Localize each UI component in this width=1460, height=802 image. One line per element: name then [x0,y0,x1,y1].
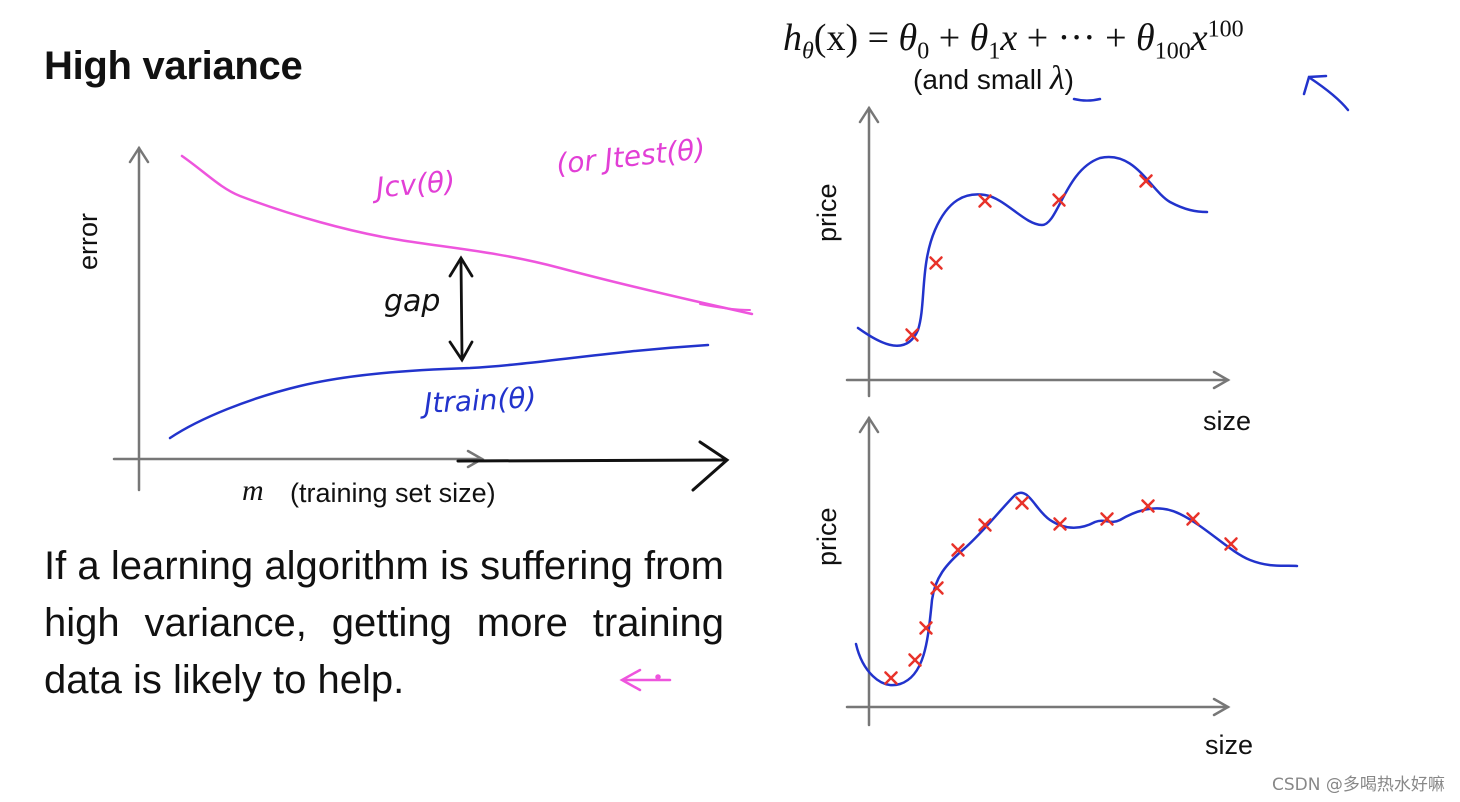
gap-label: gap [384,284,441,319]
formula-x1: x [1000,17,1018,59]
marker-stroke [919,621,933,635]
learning-curve-axes [112,145,485,492]
m-axis-caption: (training set size) [290,478,496,508]
data-point-marker [1100,512,1114,526]
fit-plot-2-axes [845,415,1231,727]
data-point-marker [1053,517,1067,531]
cv-error-curve-tail [699,303,751,311]
formula-theta0: θ [898,17,918,59]
m-axis-extension-line [456,458,728,463]
formula-arg: (x) [813,17,859,59]
watermark: CSDN @多喝热水好嘛 [1272,775,1445,795]
gap-arrow-top-head [448,255,474,278]
statement-pointer-arrow-head [619,668,642,692]
slide-title: High variance [44,44,303,88]
marker-stroke [978,194,992,208]
marker-stroke [908,653,922,667]
data-point-marker [884,671,898,685]
data-point-marker [1141,499,1155,513]
data-point-marker [951,543,965,557]
marker-stroke [905,328,919,342]
marker-stroke [1053,517,1067,531]
gap-arrow-bottom-head [448,340,474,363]
marker-stroke [1224,537,1238,551]
lambda-note-prefix: (and small [913,64,1050,95]
formula-x100: x [1190,17,1208,59]
data-point-marker [978,194,992,208]
fit-plot-1-x-arrowhead [1212,370,1231,390]
marker-stroke [1141,499,1155,513]
formula-h: h [783,17,802,59]
formula-pointer-arrow-shaft [1308,76,1350,112]
formula-pointer-arrow-head [1302,74,1328,96]
formula-plus1: + [929,17,970,59]
formula-eq: = [858,17,899,59]
formula-theta1-sub: 1 [988,38,1001,65]
formula-theta1: θ [969,17,989,59]
formula-h-sub: θ [802,38,814,65]
marker-stroke [978,518,992,532]
fit-plot-2-x-arrowhead [1212,697,1231,717]
train-error-label: Jtrain(θ) [423,381,538,420]
fit-plot-2-markers [884,496,1238,685]
fit-plot-1-axes [845,105,1231,398]
marker-stroke [1052,193,1066,207]
data-point-marker [1224,537,1238,551]
cv-error-curve [180,154,754,316]
m-axis-extension [456,440,730,492]
marker-stroke [929,256,943,270]
statement-pointer-arrow [619,668,672,692]
gap-arrow [448,255,474,363]
formula-theta0-sub: 0 [917,38,930,65]
marker-stroke [951,543,965,557]
lambda-underline [1072,97,1102,102]
data-point-marker [1015,496,1029,510]
m-axis-arrowhead [466,449,485,469]
data-point-marker [929,256,943,270]
fit-plot-2-x-label: size [1205,730,1254,760]
train-error-curve [168,343,710,440]
hypothesis-formula: hθ(x) = θ0 + θ1x + ··· + θ100x100 [783,16,1244,66]
m-axis-extension-arrowhead [691,440,730,492]
formula-theta100-sub: 100 [1154,38,1191,65]
fit-plot-2-curve [854,491,1299,687]
variance-statement: If a learning algorithm is suffering fro… [44,544,724,702]
error-axis-label: error [73,212,103,270]
fit-plot-1-curve [856,155,1209,347]
formula-plus2: + ··· + [1017,17,1137,59]
statement-pointer-arrow-dot [655,674,661,680]
data-point-marker [905,328,919,342]
marker-stroke [1015,496,1029,510]
fit-plot-1-y-label: price [812,183,842,242]
fit-plot-2-y-label: price [812,507,842,566]
formula-x100-sup: 100 [1207,16,1244,43]
data-point-marker [930,581,944,595]
formula-pointer-arrow [1302,74,1350,112]
m-axis-variable: m [242,474,264,507]
data-point-marker [1052,193,1066,207]
data-point-marker [919,621,933,635]
lambda-note: (and small λ) [913,60,1074,98]
error-axis-arrowhead [128,145,150,164]
fit-plot-1-y-arrowhead [858,105,880,124]
cv-error-label: Jcv(θ) [374,164,457,205]
fit-plot-2-y-arrowhead [858,415,880,434]
gap-arrow-shaft [459,260,464,358]
lambda-symbol: λ [1049,60,1065,97]
lambda-note-suffix: ) [1064,64,1074,95]
marker-stroke [884,671,898,685]
marker-stroke [930,581,944,595]
data-point-marker [908,653,922,667]
fit-plot-1-x-label: size [1203,406,1252,436]
formula-theta100: θ [1136,17,1155,59]
marker-stroke [1186,512,1200,526]
data-point-marker [978,518,992,532]
fit-plot-1-markers [905,174,1153,342]
marker-stroke [1139,174,1153,188]
marker-stroke [1100,512,1114,526]
data-point-marker [1139,174,1153,188]
data-point-marker [1186,512,1200,526]
